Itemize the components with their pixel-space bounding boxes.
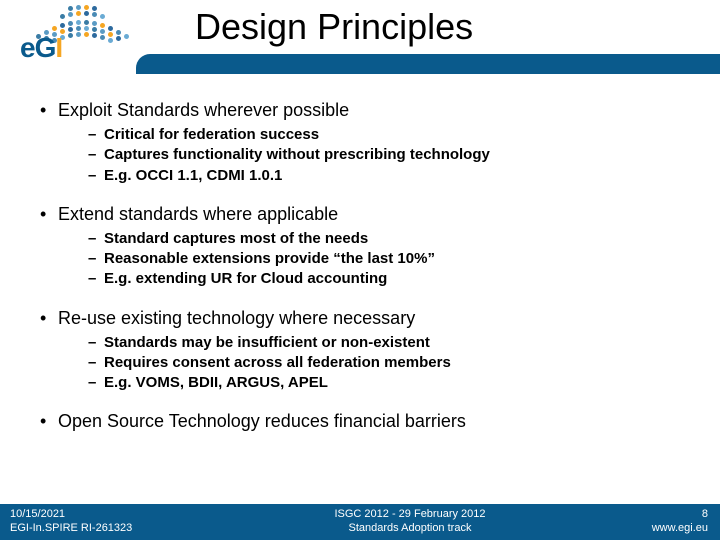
footer-event: ISGC 2012 - 29 February 2012 bbox=[200, 508, 620, 522]
logo-dot bbox=[76, 32, 81, 37]
bullet-sub: E.g. VOMS, BDII, ARGUS, APEL bbox=[88, 373, 690, 393]
logo-dot bbox=[116, 36, 121, 41]
bullet-main: Re-use existing technology where necessa… bbox=[40, 308, 690, 329]
logo-dot bbox=[108, 32, 113, 37]
logo-dot bbox=[116, 30, 121, 35]
logo-dot bbox=[108, 38, 113, 43]
footer-right: 8 www.egi.eu bbox=[620, 508, 720, 536]
slide-content: Exploit Standards wherever possible Criti… bbox=[40, 100, 690, 452]
bullet-sub: Requires consent across all federation m… bbox=[88, 353, 690, 373]
egi-logo: eGI bbox=[6, 2, 146, 70]
bullet-section: Open Source Technology reduces financial… bbox=[40, 411, 690, 448]
bullet-sub: Standard captures most of the needs bbox=[88, 229, 690, 249]
logo-letter-g: G bbox=[35, 32, 56, 63]
logo-dot bbox=[76, 20, 81, 25]
logo-dot bbox=[68, 27, 73, 32]
bullet-sub: Reasonable extensions provide “the last … bbox=[88, 249, 690, 269]
footer-project-id: EGI-In.SPIRE RI-261323 bbox=[10, 522, 200, 536]
logo-dot bbox=[92, 12, 97, 17]
logo-dot bbox=[68, 12, 73, 17]
logo-dot bbox=[60, 14, 65, 19]
bullet-main: Extend standards where applicable bbox=[40, 204, 690, 225]
logo-dot bbox=[124, 34, 129, 39]
logo-dot bbox=[100, 29, 105, 34]
slide-footer: 10/15/2021 EGI-In.SPIRE RI-261323 ISGC 2… bbox=[0, 504, 720, 540]
slide-title: Design Principles bbox=[195, 6, 473, 48]
bullet-main: Exploit Standards wherever possible bbox=[40, 100, 690, 121]
logo-dot bbox=[76, 5, 81, 10]
logo-dot bbox=[84, 20, 89, 25]
logo-dot bbox=[84, 26, 89, 31]
logo-text: eGI bbox=[20, 32, 62, 64]
bullet-sub: Critical for federation success bbox=[88, 125, 690, 145]
logo-dot bbox=[92, 27, 97, 32]
logo-dot bbox=[100, 35, 105, 40]
sub-bullet-list: Critical for federation successCaptures … bbox=[88, 125, 690, 186]
bullet-sub: Standards may be insufficient or non-exi… bbox=[88, 333, 690, 353]
logo-dot bbox=[100, 23, 105, 28]
logo-dot bbox=[108, 26, 113, 31]
sub-bullet-list: Standard captures most of the needsReaso… bbox=[88, 229, 690, 290]
logo-dot bbox=[76, 26, 81, 31]
bullet-section: Re-use existing technology where necessa… bbox=[40, 308, 690, 394]
footer-date: 10/15/2021 bbox=[10, 508, 200, 522]
bullet-sub: E.g. OCCI 1.1, CDMI 1.0.1 bbox=[88, 166, 690, 186]
footer-url: www.egi.eu bbox=[620, 522, 708, 536]
logo-dot bbox=[84, 11, 89, 16]
slide-header: eGI Design Principles bbox=[0, 0, 720, 74]
bullet-section: Exploit Standards wherever possible Criti… bbox=[40, 100, 690, 186]
logo-dot bbox=[68, 6, 73, 11]
logo-dot bbox=[68, 21, 73, 26]
logo-dot bbox=[84, 5, 89, 10]
logo-dot bbox=[100, 14, 105, 19]
logo-letter-i: I bbox=[55, 32, 62, 63]
logo-dot bbox=[92, 21, 97, 26]
bullet-section: Extend standards where applicable Standar… bbox=[40, 204, 690, 290]
logo-dot bbox=[60, 23, 65, 28]
logo-dot bbox=[92, 6, 97, 11]
footer-page-number: 8 bbox=[620, 508, 708, 522]
logo-dot bbox=[92, 33, 97, 38]
bullet-sub: Captures functionality without prescribi… bbox=[88, 145, 690, 165]
title-underline-bar bbox=[148, 54, 720, 74]
footer-center: ISGC 2012 - 29 February 2012 Standards A… bbox=[200, 508, 620, 536]
bullet-main: Open Source Technology reduces financial… bbox=[40, 411, 690, 432]
footer-track: Standards Adoption track bbox=[200, 522, 620, 536]
logo-letter-e: e bbox=[20, 32, 35, 63]
sub-bullet-list: Standards may be insufficient or non-exi… bbox=[88, 333, 690, 394]
bullet-sub: E.g. extending UR for Cloud accounting bbox=[88, 269, 690, 289]
footer-left: 10/15/2021 EGI-In.SPIRE RI-261323 bbox=[0, 508, 200, 536]
logo-dot bbox=[68, 33, 73, 38]
logo-dot bbox=[84, 32, 89, 37]
logo-dot bbox=[76, 11, 81, 16]
logo-dot bbox=[52, 26, 57, 31]
